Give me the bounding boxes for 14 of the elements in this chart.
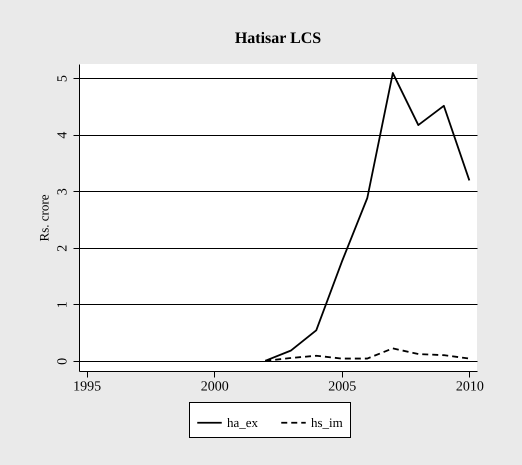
- y-tick-label: 3: [56, 188, 70, 196]
- y-tick-label: 4: [56, 132, 70, 139]
- x-tick-label: 1995: [73, 380, 102, 394]
- y-axis-title: Rs. crore: [36, 194, 52, 242]
- x-tick-label: 2010: [456, 380, 484, 394]
- y-tick-label: 2: [56, 244, 70, 252]
- y-tick-label: 0: [56, 358, 70, 365]
- x-tick-label: 2005: [328, 380, 356, 394]
- chart-title: Hatisar LCS: [234, 30, 322, 47]
- y-tick-label: 1: [56, 301, 70, 308]
- legend-label: hs_im: [311, 414, 343, 430]
- x-tick-label: 2000: [200, 380, 229, 394]
- y-tick-label: 5: [56, 75, 70, 82]
- legend-label: ha_ex: [227, 414, 259, 430]
